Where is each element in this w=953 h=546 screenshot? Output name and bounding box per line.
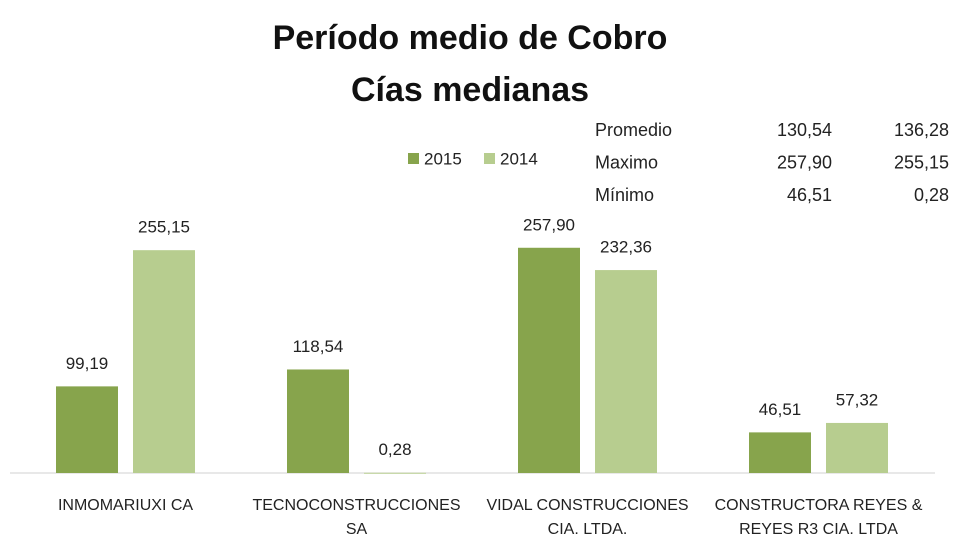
- stat-label: Promedio: [595, 120, 672, 140]
- x-tick-label: TECNOCONSTRUCCIONES SA: [252, 497, 461, 538]
- x-tick-label: VIDAL CONSTRUCCIONES CIA. LTDA.: [486, 497, 689, 538]
- bar: [56, 386, 118, 473]
- bar: [287, 369, 349, 473]
- stat-label: Mínimo: [595, 185, 654, 205]
- legend-swatch: [484, 153, 495, 164]
- data-label: 118,54: [293, 337, 344, 356]
- x-tick-label: CONSTRUCTORA REYES & REYES R3 CIA. LTDA: [714, 497, 923, 538]
- data-label: 0,28: [378, 440, 411, 459]
- legend-label: 2014: [500, 149, 538, 168]
- legend-label: 2015: [424, 149, 462, 168]
- bar: [364, 472, 426, 474]
- stat-value: 0,28: [914, 185, 949, 205]
- data-label: 46,51: [759, 400, 802, 419]
- bar: [133, 250, 195, 473]
- bar: [518, 247, 580, 473]
- stat-value: 136,28: [894, 120, 949, 140]
- data-label: 99,19: [66, 354, 109, 373]
- data-label: 257,90: [523, 215, 575, 234]
- stat-value: 46,51: [787, 185, 832, 205]
- legend-swatch: [408, 153, 419, 164]
- bar: [749, 432, 811, 473]
- data-label: 232,36: [600, 238, 652, 257]
- chart-subtitle: Cías medianas: [351, 71, 589, 109]
- stat-value: 257,90: [777, 152, 832, 172]
- chart-title: Período medio de Cobro: [273, 19, 668, 57]
- bar: [826, 422, 888, 473]
- stat-value: 130,54: [777, 120, 832, 140]
- data-label: 255,15: [138, 218, 190, 237]
- stat-label: Maximo: [595, 152, 658, 172]
- bar: [595, 270, 657, 473]
- data-label: 57,32: [836, 390, 879, 409]
- x-tick-label: INMOMARIUXI CA: [57, 497, 194, 514]
- stat-value: 255,15: [894, 152, 949, 172]
